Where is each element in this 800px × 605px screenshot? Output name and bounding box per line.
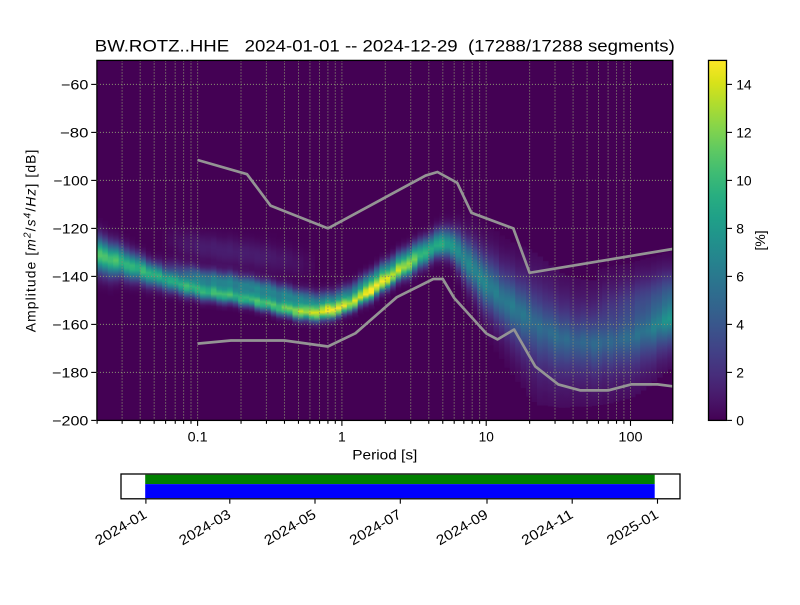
svg-text:8: 8 (736, 220, 744, 236)
svg-text:1: 1 (338, 428, 346, 444)
svg-text:−180: −180 (52, 365, 89, 381)
svg-text:[%]: [%] (752, 230, 768, 250)
svg-text:4: 4 (736, 316, 744, 332)
svg-text:−160: −160 (52, 317, 88, 333)
svg-text:−60: −60 (61, 77, 89, 93)
svg-text:−140: −140 (52, 269, 89, 285)
svg-text:6: 6 (736, 268, 744, 284)
svg-text:−80: −80 (60, 125, 89, 141)
svg-text:−100: −100 (53, 173, 88, 189)
svg-text:14: 14 (736, 76, 752, 92)
svg-text:100: 100 (618, 428, 642, 444)
svg-text:0: 0 (736, 412, 744, 428)
svg-text:Period [s]: Period [s] (352, 447, 417, 463)
svg-text:10: 10 (479, 428, 494, 444)
svg-text:−200: −200 (52, 413, 89, 429)
svg-text:0.1: 0.1 (188, 428, 208, 444)
svg-text:12: 12 (736, 124, 752, 140)
svg-text:10: 10 (736, 172, 752, 188)
svg-text:2: 2 (736, 364, 744, 380)
svg-text:BW.ROTZ..HHE 2024-01-01 -- 2: BW.ROTZ..HHE 2024-01-01 -- 2024-12-29 (1… (95, 37, 675, 55)
svg-text:−120: −120 (53, 221, 89, 237)
svg-text:Amplitude [m2/s4/Hz] [dB]: Amplitude [m2/s4/Hz] [dB] (22, 148, 38, 332)
